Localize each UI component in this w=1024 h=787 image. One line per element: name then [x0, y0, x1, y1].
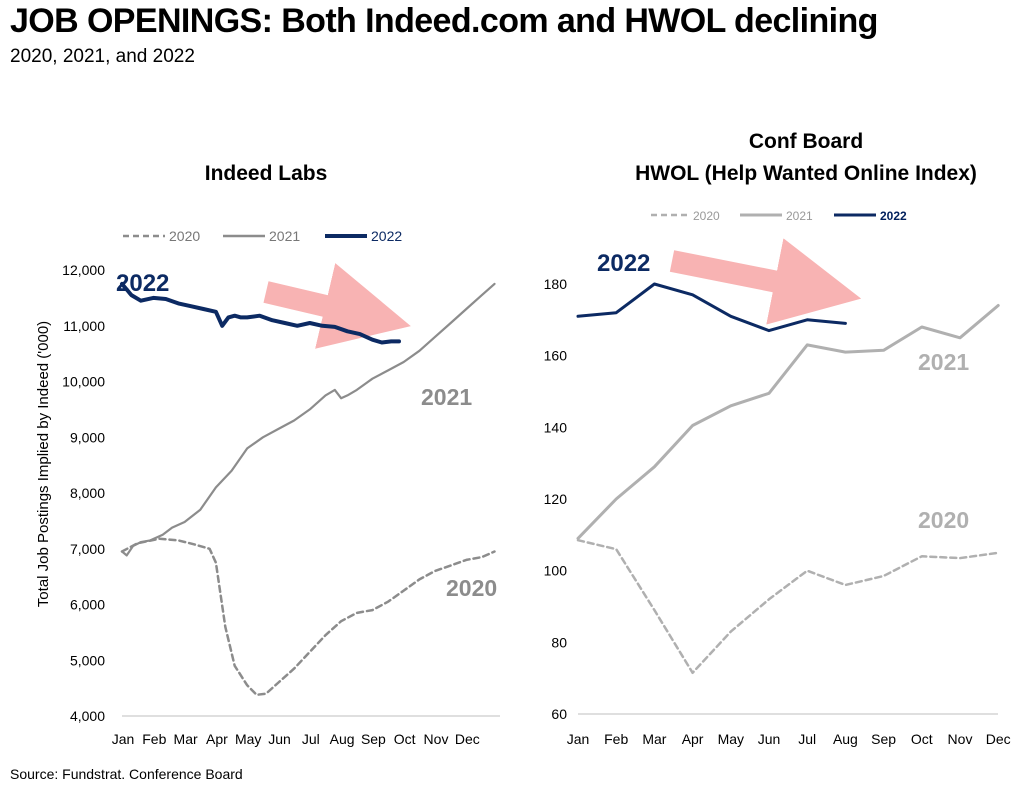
- indeed-legend: 2020 2021 2022: [123, 228, 402, 244]
- indeed-series: [120, 281, 496, 697]
- series-line-2022: [120, 281, 401, 345]
- y-tick-label: 12,000: [62, 262, 105, 278]
- x-tick-label: Sep: [871, 731, 896, 747]
- hwol-annotation-2022: 2022: [597, 250, 650, 277]
- series-line-2021: [576, 304, 1000, 540]
- series-line-2020: [120, 537, 496, 697]
- x-tick-label: Nov: [424, 731, 449, 747]
- y-tick-label: 8,000: [70, 485, 105, 501]
- y-tick-label: 4,000: [70, 708, 105, 724]
- hwol-legend: 2020 2021 2022: [651, 209, 907, 223]
- y-tick-label: 7,000: [70, 541, 105, 557]
- x-tick-label: Apr: [206, 731, 228, 747]
- x-tick-label: Aug: [833, 731, 858, 747]
- hwol-y-ticks: 180 160 140 120 100 80 60: [544, 276, 568, 722]
- x-tick-label: Jul: [798, 731, 816, 747]
- page-subtitle: 2020, 2021, and 2022: [10, 46, 195, 67]
- x-tick-label: May: [235, 731, 261, 747]
- x-tick-label: Oct: [911, 731, 933, 747]
- y-tick-label: 160: [544, 348, 568, 364]
- y-tick-label: 80: [551, 634, 567, 650]
- x-tick-label: Jul: [302, 731, 320, 747]
- series-line-2022: [576, 282, 847, 333]
- hwol-series: [576, 282, 1000, 675]
- indeed-trend-arrow: [263, 263, 411, 349]
- y-tick-label: 120: [544, 491, 568, 507]
- legend-label-2021: 2021: [269, 228, 300, 244]
- legend-label-2020: 2020: [169, 228, 200, 244]
- x-tick-label: Dec: [455, 731, 480, 747]
- indeed-chart: Indeed Labs 2020 2021 2022 Total Job Pos…: [35, 162, 500, 747]
- hwol-annotation-2020: 2020: [918, 507, 969, 533]
- x-tick-label: Mar: [174, 731, 198, 747]
- indeed-chart-title: Indeed Labs: [205, 162, 328, 185]
- indeed-annotation-2021: 2021: [421, 384, 472, 410]
- hwol-legend-label-2020: 2020: [693, 209, 720, 223]
- x-tick-label: Mar: [642, 731, 666, 747]
- y-tick-label: 140: [544, 419, 568, 435]
- series-line-2021: [120, 282, 496, 557]
- x-tick-label: Jun: [758, 731, 781, 747]
- y-tick-label: 60: [551, 706, 567, 722]
- x-tick-label: Dec: [986, 731, 1011, 747]
- x-tick-label: Jan: [567, 731, 590, 747]
- indeed-y-axis-label: Total Job Postings Implied by Indeed ('0…: [35, 321, 52, 607]
- legend-label-2022: 2022: [371, 228, 402, 244]
- series-line-2020: [576, 538, 1000, 675]
- x-tick-label: Feb: [604, 731, 628, 747]
- y-tick-label: 6,000: [70, 597, 105, 613]
- hwol-legend-label-2022: 2022: [880, 209, 907, 223]
- x-tick-label: May: [718, 731, 744, 747]
- x-tick-label: Feb: [142, 731, 166, 747]
- source-note: Source: Fundstrat. Conference Board: [10, 766, 243, 782]
- indeed-annotation-2020: 2020: [446, 575, 497, 601]
- hwol-legend-label-2021: 2021: [786, 209, 813, 223]
- x-tick-label: Aug: [330, 731, 355, 747]
- y-tick-label: 9,000: [70, 429, 105, 445]
- indeed-y-ticks: 12,000 11,000 10,000 9,000 8,000 7,000 6,000 5,…: [62, 262, 105, 724]
- hwol-x-ticks: Jan Feb Mar Apr May Jun Jul Aug Sep Oct Nov Dec: [567, 731, 1011, 747]
- indeed-x-ticks: Jan Feb Mar Apr May Jun Jul Aug Sep Oct Nov Dec: [112, 731, 480, 747]
- y-tick-label: 11,000: [63, 318, 105, 334]
- x-tick-label: Jan: [112, 731, 135, 747]
- x-tick-label: Sep: [361, 731, 386, 747]
- y-tick-label: 180: [544, 276, 568, 292]
- x-tick-label: Jun: [268, 731, 291, 747]
- x-tick-label: Nov: [948, 731, 973, 747]
- hwol-annotation-2021: 2021: [918, 349, 969, 375]
- y-tick-label: 5,000: [70, 652, 105, 668]
- hwol-chart: Conf Board HWOL (Help Wanted Online Inde…: [544, 130, 1011, 747]
- x-tick-label: Apr: [682, 731, 704, 747]
- hwol-trend-arrow: [669, 238, 862, 325]
- hwol-chart-title: Conf Board: [749, 130, 863, 153]
- y-tick-label: 10,000: [62, 374, 105, 390]
- indeed-annotation-2022: 2022: [116, 270, 169, 297]
- x-tick-label: Oct: [394, 731, 416, 747]
- y-tick-label: 100: [544, 563, 568, 579]
- hwol-chart-subtitle: HWOL (Help Wanted Online Index): [635, 162, 977, 185]
- page-title: JOB OPENINGS: Both Indeed.com and HWOL d…: [10, 2, 878, 40]
